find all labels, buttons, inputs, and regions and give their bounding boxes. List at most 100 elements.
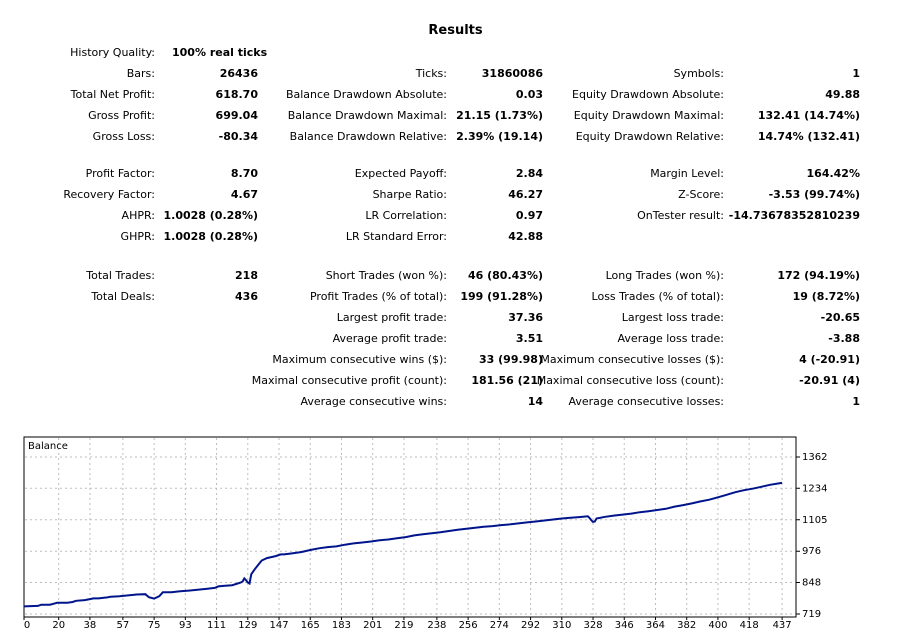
stat-value: 0.97	[515, 209, 543, 222]
x-tick-label: 75	[148, 620, 161, 631]
stat-value: 132.41 (14.74%)	[757, 109, 860, 122]
stat-value: 4.67	[230, 188, 258, 201]
stat-value: -3.88	[828, 332, 860, 345]
chart-grid	[25, 438, 795, 616]
y-tick-label: 719	[802, 609, 821, 620]
stat-label: Average loss trade:	[617, 332, 724, 345]
x-tick-label: 437	[773, 620, 792, 631]
x-tick-label: 328	[583, 620, 602, 631]
stat-label: Average consecutive losses:	[568, 395, 724, 408]
x-tick-label: 400	[708, 620, 727, 631]
stat-label: History Quality:	[70, 46, 155, 59]
stat-label: Largest loss trade:	[621, 311, 724, 324]
stat-value: 1.0028 (0.28%)	[163, 230, 259, 243]
x-tick-label: 238	[427, 620, 446, 631]
stat-label: Balance Drawdown Maximal:	[287, 109, 447, 122]
stat-value: 19 (8.72%)	[792, 290, 860, 303]
y-tick-label: 1362	[802, 452, 827, 463]
x-tick-label: 129	[238, 620, 257, 631]
stat-label: Expected Payoff:	[354, 167, 447, 180]
stat-label: Total Deals:	[91, 290, 155, 303]
stat-value: -20.91 (4)	[799, 374, 860, 387]
x-tick-label: 20	[52, 620, 65, 631]
stat-value: 14	[527, 395, 543, 408]
stat-value: 46.27	[508, 188, 543, 201]
stat-value: 31860086	[481, 67, 543, 80]
stat-label: Gross Loss:	[92, 130, 155, 143]
stat-label: Margin Level:	[650, 167, 724, 180]
stat-label: LR Standard Error:	[345, 230, 447, 243]
stat-value: -3.53 (99.74%)	[768, 188, 860, 201]
stat-label: Maximal consecutive profit (count):	[251, 374, 447, 387]
stat-label: Recovery Factor:	[63, 188, 155, 201]
x-tick-label: 256	[459, 620, 478, 631]
stat-label: Equity Drawdown Absolute:	[572, 88, 724, 101]
x-tick-label: 0	[24, 620, 30, 631]
stat-value: 8.70	[230, 167, 258, 180]
x-tick-label: 274	[490, 620, 509, 631]
stat-label: Average profit trade:	[332, 332, 447, 345]
stat-value: 46 (80.43%)	[467, 269, 543, 282]
stat-value: 218	[235, 269, 258, 282]
stat-label: Balance Drawdown Absolute:	[285, 88, 447, 101]
chart-legend-label: Balance	[28, 441, 68, 452]
stat-label: AHPR:	[121, 209, 155, 222]
stat-label: Short Trades (won %):	[325, 269, 447, 282]
stat-value: 21.15 (1.73%)	[456, 109, 543, 122]
x-tick-label: 57	[117, 620, 130, 631]
stat-value: 1.0028 (0.28%)	[163, 209, 259, 222]
x-tick-label: 346	[615, 620, 634, 631]
x-tick-label: 147	[269, 620, 288, 631]
stat-value: 4 (-20.91)	[799, 353, 860, 366]
stat-value: 164.42%	[806, 167, 860, 180]
stat-label: Sharpe Ratio:	[372, 188, 447, 201]
stat-value: 14.74% (132.41)	[757, 130, 860, 143]
stat-value: 1	[852, 395, 860, 408]
x-tick-label: 418	[740, 620, 759, 631]
y-tick-label: 848	[802, 578, 821, 589]
chart-frame	[23, 436, 797, 618]
stat-value: -80.34	[218, 130, 258, 143]
stat-label: Profit Factor:	[85, 167, 155, 180]
x-tick-label: 201	[363, 620, 382, 631]
stat-value: 37.36	[508, 311, 543, 324]
x-tick-label: 38	[84, 620, 97, 631]
stat-value: 33 (99.98)	[479, 353, 543, 366]
stat-value: 2.39% (19.14)	[456, 130, 543, 143]
stat-value: 0.03	[515, 88, 543, 101]
stat-label: Equity Drawdown Relative:	[575, 130, 724, 143]
stat-label: Profit Trades (% of total):	[309, 290, 447, 303]
x-tick-label: 219	[394, 620, 413, 631]
stat-value: 42.88	[508, 230, 543, 243]
stat-label: Maximal consecutive loss (count):	[536, 374, 724, 387]
stat-value: 1	[852, 67, 860, 80]
stat-value: 199 (91.28%)	[460, 290, 543, 303]
stat-value: 100% real ticks	[172, 46, 268, 59]
x-tick-label: 183	[332, 620, 351, 631]
balance-series-line	[23, 481, 783, 608]
stat-value: -14.73678352810239	[728, 209, 860, 222]
y-tick-label: 976	[802, 546, 821, 557]
stat-label: Total Net Profit:	[70, 88, 155, 101]
stat-value: 49.88	[825, 88, 860, 101]
stat-label: Average consecutive wins:	[300, 395, 447, 408]
y-tick-label: 1234	[802, 483, 827, 494]
x-tick-label: 292	[521, 620, 540, 631]
x-tick-label: 310	[552, 620, 571, 631]
stat-value: 436	[235, 290, 258, 303]
stat-label: OnTester result:	[637, 209, 724, 222]
stat-label: Gross Profit:	[88, 109, 155, 122]
stat-label: Z-Score:	[678, 188, 724, 201]
stat-label: Balance Drawdown Relative:	[289, 130, 447, 143]
stat-label: Largest profit trade:	[336, 311, 447, 324]
x-axis: 0 20 38 57 75 93 111 129 147 165 183 201 219 238 256 27…	[23, 617, 792, 631]
stat-value: -20.65	[820, 311, 860, 324]
stat-value: 181.56 (21)	[471, 374, 543, 387]
y-tick-label: 1105	[802, 515, 827, 526]
stat-label: Ticks:	[415, 67, 447, 80]
x-tick-label: 165	[301, 620, 320, 631]
stat-label: GHPR:	[120, 230, 155, 243]
stat-label: Total Trades:	[86, 269, 155, 282]
stat-value: 618.70	[215, 88, 258, 101]
x-tick-label: 111	[207, 620, 226, 631]
